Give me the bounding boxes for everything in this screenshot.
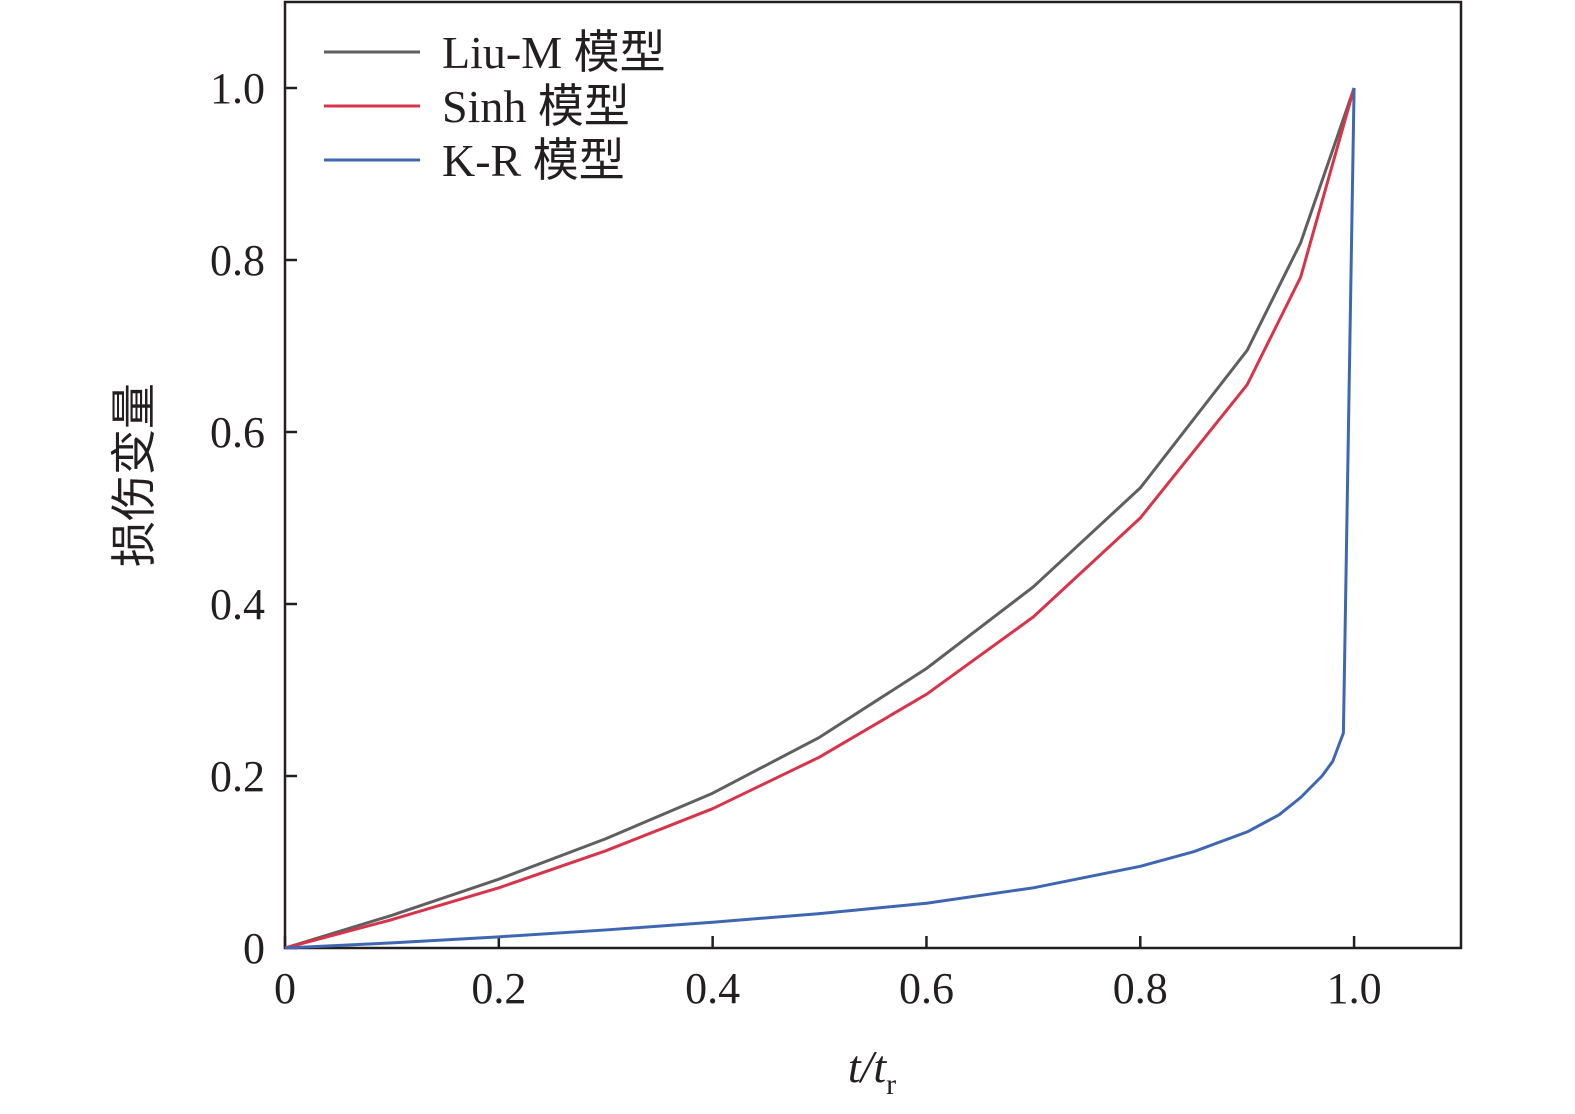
series-line-1 bbox=[284, 87, 1356, 950]
x-axis-title-subscript: r bbox=[886, 1068, 896, 1101]
legend-label: Sinh 模型 bbox=[442, 81, 630, 132]
y-tick-label: 1.0 bbox=[210, 64, 265, 113]
x-axis-title-main: t/t bbox=[848, 1041, 888, 1092]
legend-label: Liu-M 模型 bbox=[442, 27, 666, 78]
legend-label: K-R 模型 bbox=[442, 135, 625, 186]
series-line-2 bbox=[284, 87, 1356, 950]
ticks: 0 0.2 0.4 0.6 0.8 1.0 0 0.2 0.4 0.6 0.8 1.0 bbox=[210, 64, 1382, 1013]
x-tick-label: 0 bbox=[274, 964, 296, 1013]
x-axis-title: t/tr bbox=[848, 1041, 896, 1101]
y-tick-label: 0.4 bbox=[210, 580, 265, 629]
y-axis-title: 损伤变量 bbox=[109, 383, 160, 567]
x-tick-label: 0.6 bbox=[899, 964, 954, 1013]
x-tick-label: 0.4 bbox=[685, 964, 740, 1013]
plot-frame bbox=[283, 0, 1463, 950]
x-tick-label: 1.0 bbox=[1327, 964, 1382, 1013]
y-tick-label: 0.2 bbox=[210, 752, 265, 801]
y-tick-label: 0 bbox=[243, 924, 265, 973]
y-tick-label: 0.8 bbox=[210, 236, 265, 285]
series-line-0 bbox=[284, 87, 1356, 950]
series-lines bbox=[284, 87, 1356, 950]
x-tick-label: 0.2 bbox=[471, 964, 526, 1013]
y-tick-label: 0.6 bbox=[210, 408, 265, 457]
x-tick-label: 0.8 bbox=[1113, 964, 1168, 1013]
